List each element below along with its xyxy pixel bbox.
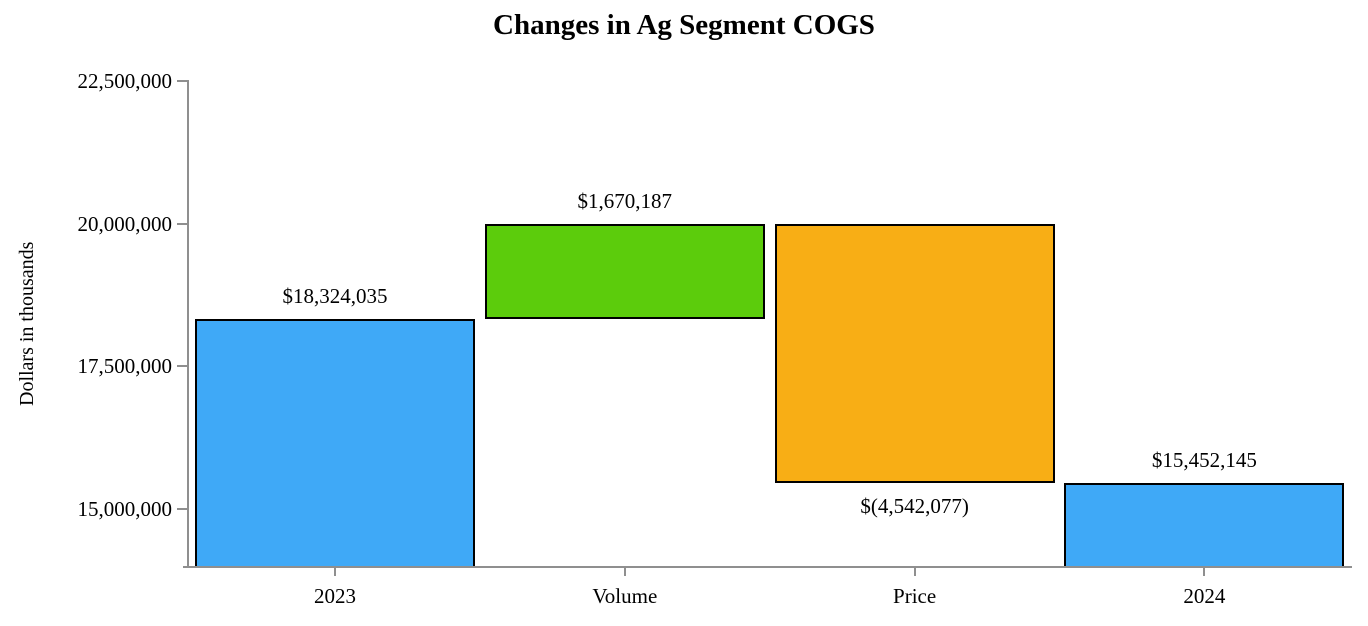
bar-value-label-price: $(4,542,077) xyxy=(860,494,969,519)
y-tick-mark-22500000 xyxy=(177,80,187,82)
x-tick-label-volume: Volume xyxy=(592,584,658,608)
y-tick-label-17500000: 17,500,000 xyxy=(77,354,173,379)
bar-2024 xyxy=(1064,483,1345,566)
x-tick-mark-volume xyxy=(623,566,626,576)
bar-value-label-volume: $1,670,187 xyxy=(577,188,673,213)
y-tick-label-20000000: 20,000,000 xyxy=(77,211,173,236)
x-tick-mark-price xyxy=(913,566,916,576)
x-tick-mark-2024 xyxy=(1203,566,1206,576)
y-tick-label-15000000: 15,000,000 xyxy=(77,496,173,521)
y-tick-mark-15000000 xyxy=(177,507,187,510)
bar-price xyxy=(774,223,1055,484)
bar-value-label-2024: $15,452,145 xyxy=(1151,448,1257,473)
x-tick-mark-2023 xyxy=(334,566,336,576)
y-tick-mark-20000000 xyxy=(177,222,187,225)
bar-volume xyxy=(484,223,765,320)
chart-title: Changes in Ag Segment COGS xyxy=(493,9,875,41)
x-axis-line xyxy=(183,566,1352,568)
y-axis-line xyxy=(187,80,189,568)
y-axis-label: Dollars in thousands xyxy=(16,241,38,406)
y-tick-mark-17500000 xyxy=(177,365,187,368)
x-tick-label-2023: 2023 xyxy=(314,584,356,608)
y-tick-label-22500000: 22,500,000 xyxy=(77,69,173,93)
x-tick-label-2024: 2024 xyxy=(1183,584,1226,608)
x-tick-label-price: Price xyxy=(893,584,937,608)
bar-value-label-2023: $18,324,035 xyxy=(282,284,388,309)
bar-2023 xyxy=(195,319,475,566)
